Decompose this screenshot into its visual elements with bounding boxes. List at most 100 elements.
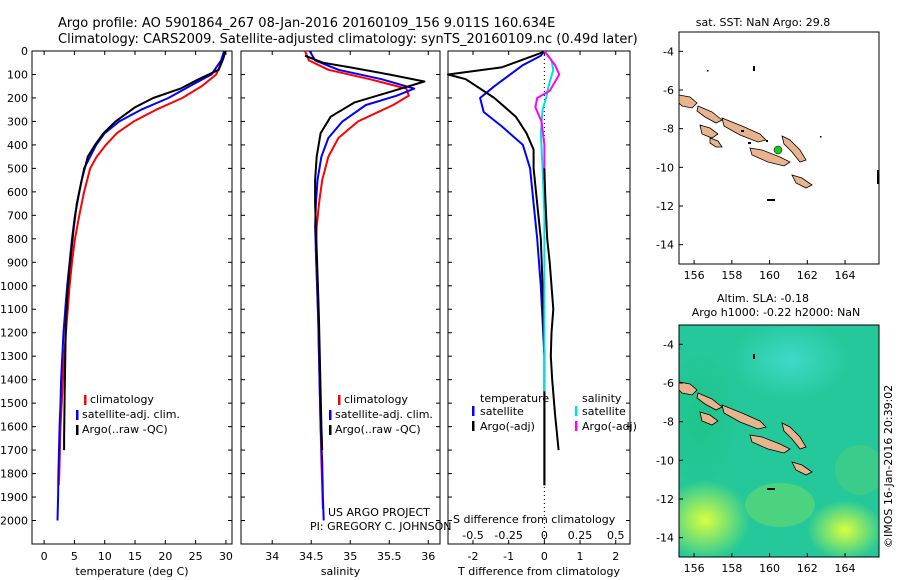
map-x-tick-label: 162	[797, 269, 818, 282]
s-tick-label: -0.25	[494, 529, 522, 542]
series-line-argo-raw-qc-	[304, 54, 426, 451]
header-line2: Climatology: CARS2009. Satellite-adjuste…	[58, 32, 638, 47]
x-tick-label: 0	[541, 550, 548, 563]
legend-title-temperature: temperature	[480, 392, 549, 405]
islet	[767, 488, 775, 490]
legend-swatch-t-satellite	[472, 406, 475, 416]
sal-plot-frame	[240, 50, 441, 545]
map-x-tick-label: 164	[835, 269, 856, 282]
top-map-title: sat. SST: NaN Argo: 29.8	[696, 16, 830, 29]
y-tick-label: 400	[7, 139, 28, 152]
island-malaita	[781, 135, 807, 163]
s-tick-label: -0.5	[462, 529, 483, 542]
map-y-tick-label: -4	[663, 338, 674, 351]
bottom-map-axes: 156 158 160 162 164 -4 -6 -8 -10 -12 -14	[656, 338, 856, 575]
legend-swatch-satellite	[329, 410, 332, 420]
map-x-tick-label: 162	[797, 562, 818, 575]
bottom-map-frame	[678, 324, 880, 558]
map-y-tick-label: -10	[656, 161, 674, 174]
x-tick-label: 5	[71, 550, 78, 563]
legend-label-satellite: satellite-adj. clim.	[82, 408, 180, 421]
header-line1: Argo profile: AO 5901864_267 08-Jan-2016…	[58, 16, 555, 31]
island-bougainville	[678, 381, 698, 396]
s-tick-label: 0	[541, 529, 548, 542]
island-new-georgia	[699, 124, 719, 139]
legend-swatch-t-argo	[472, 421, 475, 431]
temp-legend: climatology satellite-adj. clim. Argo(..…	[76, 393, 180, 436]
series-line-s-satellite	[539, 50, 555, 392]
bottom-map-title-line2: Argo h1000: -0.22 h2000: NaN	[692, 306, 861, 319]
islet	[707, 70, 709, 72]
legend-label-satellite: satellite-adj. clim.	[335, 408, 433, 421]
sal-legend: climatology satellite-adj. clim. Argo(..…	[329, 393, 433, 436]
y-tick-label: 700	[7, 209, 28, 222]
island-guadalcanal	[749, 147, 791, 167]
x-tick-label: 34.5	[299, 550, 324, 563]
island-makira	[791, 174, 813, 189]
legend-label-s-argo: Argo(-adj)	[582, 420, 637, 433]
x-tick-label: 0	[41, 550, 48, 563]
y-tick-label: 500	[7, 162, 28, 175]
y-tick-label: 600	[7, 186, 28, 199]
y-tick-label: 1800	[0, 468, 28, 481]
sla-hotspot-sw	[679, 480, 750, 557]
island-rendova	[709, 137, 723, 148]
map-y-tick-label: -14	[656, 532, 674, 545]
legend-swatch-climatology	[84, 395, 87, 405]
x-tick-label: 35.5	[377, 550, 402, 563]
x-tick-label: -1	[503, 550, 514, 563]
map-y-tick-label: -6	[663, 84, 674, 97]
x-tick-label: 15	[128, 550, 142, 563]
map-y-tick-label: -4	[663, 45, 674, 58]
y-tick-label: 1600	[0, 421, 28, 434]
sla-high-area	[730, 325, 850, 400]
y-tick-label: 200	[7, 92, 28, 105]
top-map-axes: 156 158 160 162 164 -4 -6 -8 -10 -12 -14	[656, 45, 856, 282]
map-y-tick-label: -8	[663, 416, 674, 429]
map-x-tick-label: 156	[684, 269, 705, 282]
x-tick-label: 2	[612, 550, 619, 563]
y-tick-label: 1100	[0, 303, 28, 316]
series-line-t-satellite	[479, 50, 546, 486]
bottom-map	[678, 324, 880, 558]
x-tick-label: 36	[421, 550, 435, 563]
island-makira	[791, 461, 813, 476]
legend-swatch-s-argo	[575, 421, 578, 431]
island-new-georgia	[699, 411, 719, 426]
x-tick-label: 35	[343, 550, 357, 563]
islet	[748, 142, 751, 144]
project-annotation-line1: US ARGO PROJECT	[328, 506, 430, 519]
salinity-profile-chart: 34 34.5 35 35.5 36 salinity	[240, 50, 441, 578]
top-map	[678, 31, 880, 265]
islet	[753, 354, 755, 359]
legend-label-t-satellite: satellite	[480, 405, 524, 418]
legend-swatch-satellite	[76, 410, 79, 420]
diff-plot-frame	[447, 50, 631, 545]
series-line-argo-raw-qc-	[63, 50, 227, 451]
bottom-map-islands	[678, 381, 813, 476]
islet	[741, 130, 744, 132]
legend-swatch-argo	[329, 425, 332, 435]
sla-field	[679, 325, 879, 557]
map-x-tick-label: 156	[684, 562, 705, 575]
imos-watermark: ©IMOS 16-Jan-2016 20:39:02	[882, 385, 895, 548]
legend-label-climatology: climatology	[90, 393, 154, 406]
project-annotation-line2: PI: GREGORY C. JOHNSON	[310, 520, 451, 533]
sla-hotspot-se	[807, 500, 879, 557]
map-x-tick-label: 160	[759, 269, 780, 282]
island-bougainville	[678, 94, 698, 109]
y-tick-label: 1900	[0, 491, 28, 504]
islet	[766, 140, 768, 142]
map-y-tick-label: -12	[656, 493, 674, 506]
map-y-tick-label: -10	[656, 454, 674, 467]
map-x-tick-label: 164	[835, 562, 856, 575]
y-tick-label: 1700	[0, 444, 28, 457]
islet	[877, 170, 879, 184]
map-x-tick-label: 160	[759, 562, 780, 575]
sla-hotspot-center	[745, 483, 815, 527]
x-axis-label: salinity	[321, 565, 361, 578]
series-line-t-argo-adj-	[447, 50, 547, 486]
island-choiseul	[696, 105, 723, 124]
x-axis-label: T difference from climatology	[457, 565, 620, 578]
